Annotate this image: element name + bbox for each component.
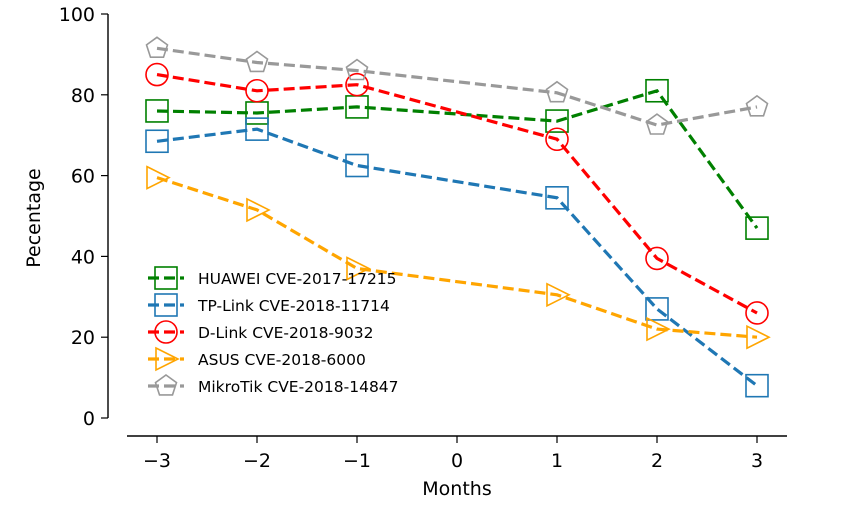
data-point-marker <box>645 78 669 103</box>
data-point-marker <box>246 197 271 223</box>
y-axis-label: Pecentage <box>23 168 45 268</box>
legend-marker <box>155 346 180 372</box>
legend-label: MikroTik CVE-2018-14847 <box>198 378 399 396</box>
x-axis-label: Months <box>422 478 491 500</box>
legend-label: HUAWEI CVE-2017-17215 <box>198 270 397 288</box>
data-point-marker <box>145 129 169 154</box>
y-tick-label: 80 <box>71 85 95 107</box>
series-line-2 <box>156 73 758 315</box>
data-point-marker <box>345 72 369 97</box>
series-line-3 <box>156 176 758 339</box>
series-line-4 <box>156 46 758 127</box>
data-point-marker <box>346 256 371 281</box>
data-point-marker <box>245 50 269 73</box>
data-point-marker <box>745 373 769 398</box>
data-point-marker <box>746 324 771 350</box>
data-point-marker <box>146 165 171 190</box>
data-point-marker <box>745 94 769 117</box>
data-point-marker <box>145 99 169 123</box>
x-tick-label: −1 <box>343 450 371 472</box>
data-point-marker <box>546 282 571 308</box>
y-ticks: 0 20 40 60 80 100 <box>59 4 108 430</box>
x-tick-label: −3 <box>143 450 171 472</box>
legend-marker <box>154 374 178 396</box>
data-point-marker <box>745 301 769 325</box>
x-ticks: −3 −2 −1 0 1 2 3 <box>143 436 763 472</box>
x-tick-label: −2 <box>243 450 271 472</box>
legend-marker <box>154 320 178 344</box>
series-markers <box>145 36 771 398</box>
data-point-marker <box>745 216 769 240</box>
y-tick-label: 20 <box>71 327 95 349</box>
data-point-marker <box>245 117 269 141</box>
data-point-marker <box>645 113 669 135</box>
series-lines <box>156 46 759 387</box>
y-tick-label: 40 <box>71 246 95 268</box>
series-line-1 <box>156 127 758 387</box>
legend-marker <box>154 293 178 317</box>
data-point-marker <box>645 246 669 271</box>
axes <box>107 14 787 437</box>
data-point-marker <box>545 80 569 103</box>
data-point-marker <box>545 127 569 152</box>
legend-label: TP-Link CVE-2018-11714 <box>197 297 390 315</box>
data-point-marker <box>345 153 369 178</box>
y-tick-label: 100 <box>59 4 95 26</box>
data-point-marker <box>646 316 671 342</box>
x-tick-label: 1 <box>551 450 563 472</box>
x-tick-label: 2 <box>651 450 663 472</box>
legend: HUAWEI CVE-2017-17215 TP-Link CVE-2018-11… <box>148 266 399 396</box>
data-point-marker <box>545 109 569 133</box>
y-tick-label: 60 <box>71 166 95 188</box>
series-line-0 <box>156 88 759 230</box>
y-tick-label: 0 <box>83 408 95 430</box>
data-point-marker <box>645 297 669 321</box>
x-tick-label: 0 <box>451 450 463 472</box>
legend-label: ASUS CVE-2018-6000 <box>198 351 366 369</box>
legend-label: D-Link CVE-2018-9032 <box>198 324 374 342</box>
data-point-marker <box>145 62 169 87</box>
data-point-marker <box>345 58 369 81</box>
data-point-marker <box>545 186 569 210</box>
data-point-marker <box>145 36 169 59</box>
legend-marker <box>154 266 178 290</box>
data-point-marker <box>245 78 269 103</box>
x-tick-label: 3 <box>751 450 763 472</box>
